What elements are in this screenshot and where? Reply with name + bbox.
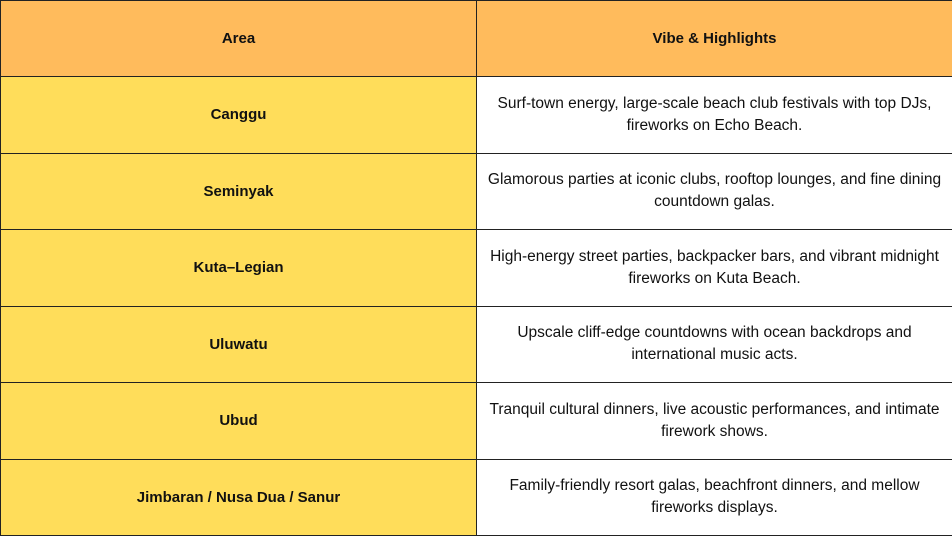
vibe-cell: High-energy street parties, backpacker b… <box>476 229 952 307</box>
header-area: Area <box>0 0 477 77</box>
area-cell: Seminyak <box>0 152 477 230</box>
table-row: Kuta–Legian High-energy street parties, … <box>0 229 952 307</box>
vibe-cell: Tranquil cultural dinners, live acoustic… <box>476 382 952 460</box>
header-vibe: Vibe & Highlights <box>476 0 952 77</box>
table-row: Ubud Tranquil cultural dinners, live aco… <box>0 382 952 460</box>
table-row: Canggu Surf-town energy, large-scale bea… <box>0 76 952 154</box>
area-cell: Uluwatu <box>0 305 477 383</box>
table-row: Uluwatu Upscale cliff-edge countdowns wi… <box>0 305 952 383</box>
table-row: Seminyak Glamorous parties at iconic clu… <box>0 152 952 230</box>
area-cell: Canggu <box>0 76 477 154</box>
vibe-cell: Surf-town energy, large-scale beach club… <box>476 76 952 154</box>
vibe-cell: Family-friendly resort galas, beachfront… <box>476 458 952 536</box>
area-cell: Ubud <box>0 382 477 460</box>
area-cell: Jimbaran / Nusa Dua / Sanur <box>0 458 477 536</box>
table-header-row: Area Vibe & Highlights <box>0 0 952 77</box>
vibe-cell: Upscale cliff-edge countdowns with ocean… <box>476 305 952 383</box>
area-cell: Kuta–Legian <box>0 229 477 307</box>
table-row: Jimbaran / Nusa Dua / Sanur Family-frien… <box>0 458 952 536</box>
vibe-cell: Glamorous parties at iconic clubs, rooft… <box>476 152 952 230</box>
